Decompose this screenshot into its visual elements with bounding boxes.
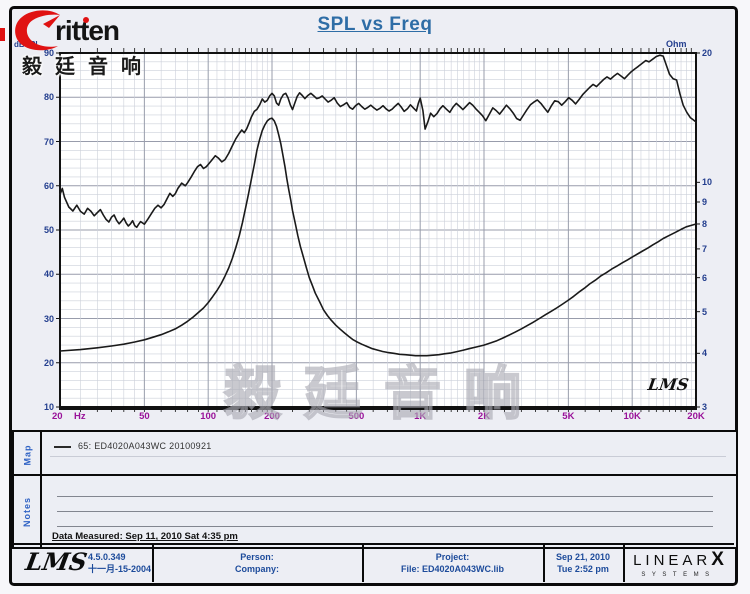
version-number: 4.5.0.349 (88, 552, 126, 562)
y-right-tick-label: 10 (702, 177, 713, 188)
x-axis-unit-label: Hz (74, 411, 86, 422)
footer-divider (543, 545, 545, 582)
report-time: Tue 2:52 pm (557, 564, 609, 574)
linearx-wordmark: LINEARX (623, 549, 734, 571)
lms-plot-mark: LMS (646, 375, 690, 394)
y-right-tick-label: 3 (702, 402, 708, 412)
y-left-tick-label: 80 (43, 92, 54, 103)
notes-ruled-line (57, 526, 713, 527)
map-label-cell: Map (14, 432, 40, 478)
watermark-text: 毅廷音响 (223, 361, 544, 427)
report-date: Sep 21, 2010 (555, 552, 611, 562)
y-right-tick-label: 20 (702, 48, 713, 58)
legend-line-swatch (54, 446, 71, 448)
x-tick-label: 100 (200, 411, 217, 422)
notes-divider (40, 476, 42, 547)
build-date: 十一月-15-2004 (88, 564, 152, 574)
company-label: Company: (234, 564, 279, 574)
notes-label-cell: Notes (14, 476, 40, 547)
x-tick-label: 10K (623, 411, 641, 422)
date-time-cell: Sep 21, 2010 Tue 2:52 pm (543, 551, 623, 575)
x-tick-label: 500 (348, 411, 365, 422)
footer-divider (362, 545, 364, 582)
file-label: File: ED4020A043WC.lib (400, 564, 505, 574)
map-divider (40, 432, 42, 478)
y-left-tick-label: 90 (43, 48, 54, 58)
y-left-tick-label: 40 (43, 269, 54, 280)
linearx-linear: LINEAR (633, 552, 712, 569)
notes-panel: Notes Data Measured: Sep 11, 2010 Sat 4:… (12, 474, 738, 549)
y-left-tick-label: 10 (43, 402, 54, 412)
brand-edge-mark (0, 28, 5, 41)
y-left-tick-label: 20 (43, 357, 54, 368)
y-left-tick-label: 30 (43, 313, 54, 324)
project-label: Project: (435, 552, 470, 562)
footer-divider (623, 545, 625, 582)
notes-label: Notes (22, 496, 33, 527)
data-measured-text: Data Measured: Sep 11, 2010 Sat 4:35 pm (52, 531, 238, 542)
map-label: Map (22, 444, 32, 466)
y-right-tick-label: 6 (702, 272, 708, 283)
y-left-tick-label: 50 (43, 225, 54, 235)
x-tick-label: 50 (139, 411, 150, 422)
page-title: SPL vs Freq (317, 14, 433, 35)
project-file-cell: Project: File: ED4020A043WC.lib (362, 551, 543, 575)
footer-bar: LMS 4.5.0.349 十一月-15-2004 Person: Compan… (12, 543, 734, 582)
x-tick-label: 200 (264, 411, 280, 422)
y-right-tick-label: 9 (702, 197, 708, 207)
x-tick-label: 2K (477, 411, 491, 422)
x-tick-label: 5K (562, 411, 575, 422)
x-tick-label: 20K (687, 411, 705, 422)
y-left-tick-label: 60 (43, 180, 54, 191)
legend-text: 65: ED4020A043WC 20100921 (78, 441, 212, 451)
series-spl (59, 54, 697, 229)
footer-divider (152, 545, 154, 582)
brand-cjk-text: 毅廷音响 (22, 56, 154, 78)
x-tick-label: 1K (414, 411, 427, 422)
linearx-x: X (711, 549, 724, 570)
lms-footer-logo: LMS (23, 547, 90, 576)
eritten-swoosh-icon (15, 10, 60, 51)
version-block: 4.5.0.349 十一月-15-2004 (88, 551, 151, 575)
notes-ruled-line (57, 496, 713, 497)
brand-dot-icon (83, 17, 89, 23)
vendor-logo: ritten 毅廷音响 (0, 4, 220, 80)
y-right-tick-label: 5 (702, 306, 708, 317)
y-left-tick-label: 70 (43, 136, 54, 147)
notes-ruled-line (57, 511, 713, 512)
right-axis-unit-label: Ohm (666, 39, 687, 49)
y-right-tick-label: 4 (702, 348, 708, 359)
person-label: Person: (240, 552, 274, 562)
y-right-tick-label: 8 (702, 218, 708, 229)
linearx-logo: LINEARX SYSTEMS (623, 549, 734, 578)
map-panel: Map 65: ED4020A043WC 20100921 (12, 430, 738, 480)
y-right-tick-label: 7 (702, 243, 708, 254)
series-impedance (59, 117, 697, 357)
legend-row: 65: ED4020A043WC 20100921 (50, 440, 726, 457)
x-tick-label: 20 (52, 411, 63, 422)
linearx-systems: SYSTEMS (641, 572, 716, 578)
person-company-cell: Person: Company: (152, 551, 362, 575)
